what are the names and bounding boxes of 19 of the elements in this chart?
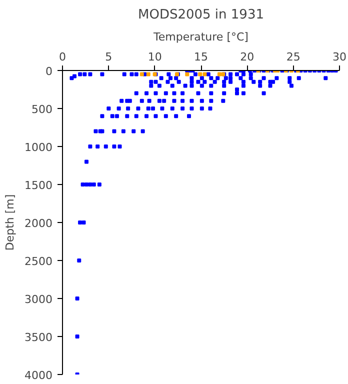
x-tick-label: 5 xyxy=(105,50,112,64)
y-tick-label: 4000 xyxy=(24,369,53,382)
y-tick-label: 1500 xyxy=(24,179,53,192)
y-tick-label: 0 xyxy=(46,65,52,78)
y-axis-title: Depth [m] xyxy=(4,194,17,251)
x-tick-label: 10 xyxy=(148,50,162,64)
y-tick-label: 500 xyxy=(32,103,53,116)
x-tick-label: 0 xyxy=(59,50,66,64)
y-tick-label: 2000 xyxy=(24,217,53,230)
x-axis-title: Temperature [°C] xyxy=(152,30,248,44)
x-tick-label: 25 xyxy=(286,50,300,64)
x-tick-label: 20 xyxy=(240,50,254,64)
x-tick-label: 15 xyxy=(194,50,208,64)
y-tick-label: 3000 xyxy=(24,293,53,306)
y-tick-label: 1000 xyxy=(24,141,53,154)
x-tick-label: 30 xyxy=(332,50,346,64)
y-tick-label: 3500 xyxy=(24,331,53,344)
chart-title: MODS2005 in 1931 xyxy=(138,8,264,22)
y-tick-label: 2500 xyxy=(24,255,53,268)
